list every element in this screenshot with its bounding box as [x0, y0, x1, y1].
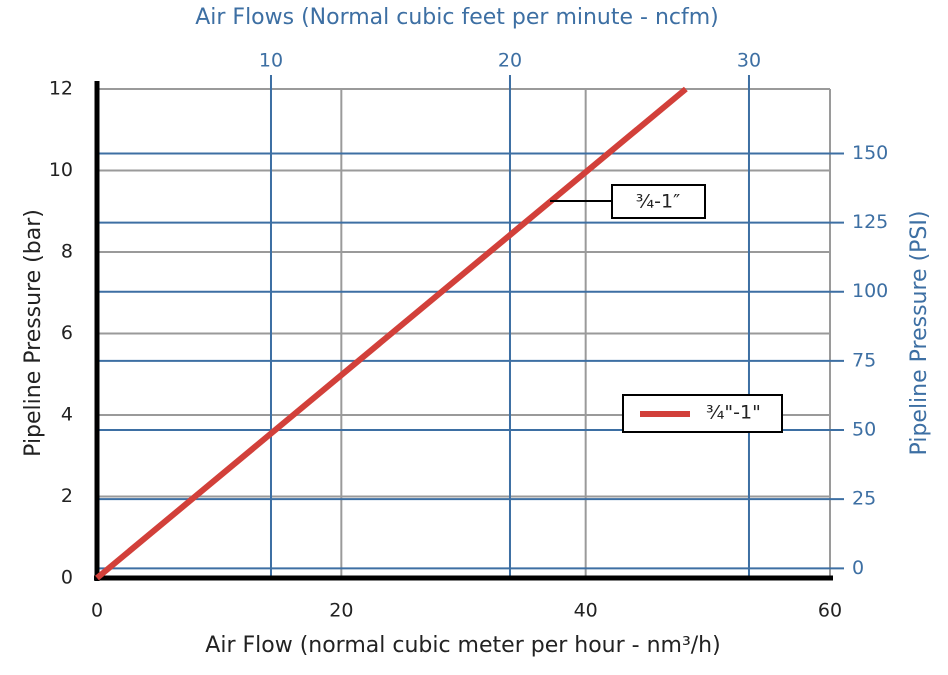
x-tick-label: 20: [329, 600, 353, 622]
legend-label: ¾"-1": [706, 402, 761, 424]
x2-tick-label: 30: [737, 50, 761, 72]
y2-tick-label: 0: [852, 557, 864, 579]
x-tick-label: 60: [818, 600, 842, 622]
x-tick-label: 40: [574, 600, 598, 622]
chart-title: Air Flows (Normal cubic feet per minute …: [195, 5, 719, 30]
y2-axis-label: Pipeline Pressure (PSI): [907, 211, 932, 456]
y2-tick-label: 125: [852, 211, 888, 233]
y-axis-label: Pipeline Pressure (bar): [21, 209, 46, 457]
y-tick-label: 0: [61, 567, 73, 589]
y-tick-label: 10: [49, 159, 73, 181]
data-line: [95, 86, 688, 581]
y2-tick-label: 75: [852, 349, 876, 371]
x2-tick-label: 10: [259, 50, 283, 72]
y2-tick-label: 25: [852, 488, 876, 510]
y-tick-label: 2: [61, 485, 73, 507]
y-tick-label: 8: [61, 241, 73, 263]
annotation-box: [611, 184, 706, 219]
y2-tick-label: 100: [852, 280, 888, 302]
x-tick-label: 0: [91, 600, 103, 622]
y-tick-label: 6: [61, 322, 73, 344]
x2-tick-label: 20: [498, 50, 522, 72]
annotation: ¾-1″: [636, 191, 680, 213]
x-axis-label: Air Flow (normal cubic meter per hour - …: [205, 633, 720, 658]
y2-tick-label: 50: [852, 419, 876, 441]
y2-tick-label: 150: [852, 142, 888, 164]
y-tick-label: 12: [49, 78, 73, 100]
y-tick-label: 4: [61, 404, 73, 426]
